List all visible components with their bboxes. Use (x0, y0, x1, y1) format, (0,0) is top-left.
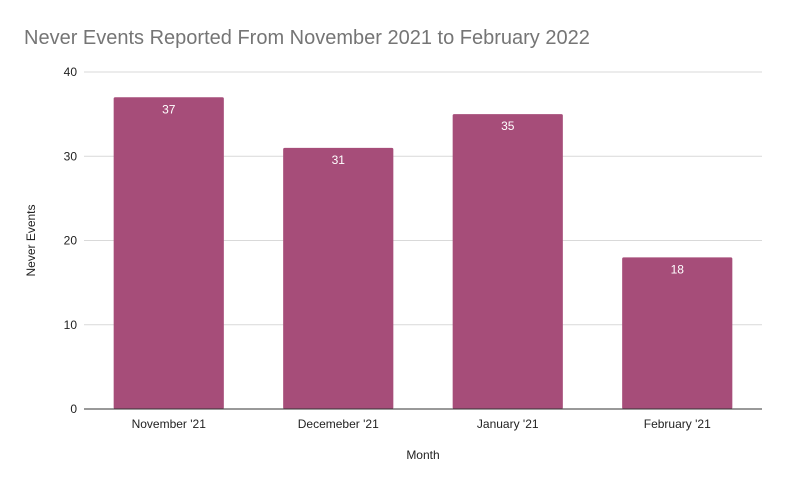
x-tick-label: Decemeber '21 (298, 417, 379, 431)
bar-value-label: 31 (332, 153, 346, 167)
x-tick-label: November '21 (132, 417, 207, 431)
y-tick-label: 40 (64, 65, 78, 79)
data-labels: 37 31 35 18 (162, 102, 684, 276)
y-tick-label: 30 (64, 149, 78, 163)
y-tick-label: 10 (64, 318, 78, 332)
bars (113, 97, 733, 410)
x-axis-ticks: November '21 Decemeber '21 January '21 Febr… (132, 417, 711, 431)
y-tick-label: 0 (70, 402, 77, 416)
x-tick-label: February '21 (644, 417, 711, 431)
y-axis-title: Never Events (24, 204, 38, 276)
bar-value-label: 37 (162, 102, 176, 116)
bar (113, 97, 224, 410)
x-tick-label: January '21 (477, 417, 539, 431)
y-tick-label: 20 (64, 234, 78, 248)
y-axis-ticks: 0 10 20 30 40 (64, 65, 78, 416)
bar-value-label: 35 (501, 119, 515, 133)
bar-value-label: 18 (671, 262, 685, 276)
bar (283, 147, 394, 409)
bar (452, 114, 563, 409)
chart-title: Never Events Reported From November 2021… (24, 27, 590, 49)
x-axis-title: Month (406, 448, 439, 462)
bar (622, 257, 733, 409)
